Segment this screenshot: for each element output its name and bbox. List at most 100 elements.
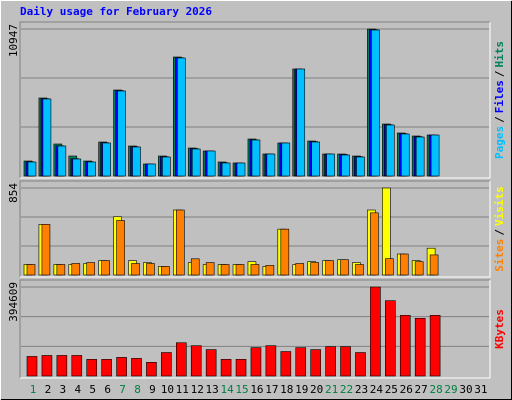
bar (56, 264, 66, 276)
x-tick-label: 29 (444, 383, 457, 396)
x-tick-label: 5 (89, 383, 96, 396)
bar (325, 260, 334, 276)
bar (205, 262, 215, 276)
bar (146, 362, 157, 377)
bar (265, 265, 275, 276)
bar (117, 90, 126, 177)
bar (340, 259, 349, 276)
x-tick-label: 27 (415, 383, 428, 396)
x-tick-label: 23 (355, 383, 368, 396)
bar (280, 351, 292, 377)
y-tick-label: 10947 (7, 24, 20, 57)
bar (27, 161, 37, 177)
bar (385, 300, 396, 377)
bar (116, 220, 125, 276)
panel-edge (19, 180, 490, 277)
bar (295, 263, 305, 276)
bar (116, 357, 127, 377)
bar (41, 224, 51, 276)
bar (386, 124, 395, 177)
bar (102, 142, 111, 177)
bar (101, 359, 112, 377)
y-tick-label: 394609 (7, 282, 20, 322)
legend-separator: / (493, 70, 506, 77)
x-tick-label: 25 (385, 383, 398, 396)
x-tick-label: 24 (370, 383, 384, 396)
bar (162, 156, 171, 177)
bar (131, 358, 142, 377)
bar (235, 359, 247, 377)
x-tick-label: 1 (30, 383, 37, 396)
y-tick-label: 854 (7, 183, 20, 203)
bar (340, 346, 351, 377)
x-tick-label: 13 (206, 383, 219, 396)
bar (414, 318, 426, 377)
legend-entry: KBytes (493, 309, 506, 349)
bar (26, 264, 36, 276)
bar (341, 154, 350, 177)
bar (310, 262, 319, 276)
bar (101, 260, 110, 276)
bar (296, 68, 306, 177)
bar (26, 356, 38, 377)
bar (399, 315, 411, 377)
bar (371, 29, 380, 177)
panel-edge (19, 279, 490, 378)
x-tick-label: 12 (191, 383, 204, 396)
x-tick-label: 26 (400, 383, 413, 396)
chart-title: Daily usage for February 2026 (20, 5, 212, 18)
bar (295, 347, 307, 377)
x-tick-label: 3 (60, 383, 67, 396)
bar (429, 315, 441, 377)
bar (429, 254, 439, 276)
legend-separator: / (493, 229, 506, 236)
legend-entry: Pages (493, 126, 506, 159)
x-tick-label: 7 (119, 383, 126, 396)
legend: KBytes (493, 309, 506, 349)
bar (221, 162, 231, 177)
x-tick-label: 2 (45, 383, 52, 396)
bar (251, 139, 261, 177)
x-tick-label: 14 (220, 383, 234, 396)
x-tick-label: 11 (176, 383, 189, 396)
bar (414, 261, 424, 276)
legend: Sites / Visits (493, 186, 506, 272)
bar (280, 228, 290, 276)
bar (415, 136, 425, 177)
bar (71, 263, 81, 276)
bar (190, 345, 202, 377)
bar (220, 264, 230, 276)
panel-edge (20, 280, 491, 379)
bar (250, 264, 260, 276)
bar (355, 352, 366, 377)
bar (177, 57, 186, 177)
x-tick-label: 20 (310, 383, 323, 396)
bar (41, 355, 53, 377)
x-tick-label: 21 (325, 383, 338, 396)
legend-entry: Sites (493, 239, 506, 272)
bar (176, 209, 185, 276)
bar (430, 134, 440, 177)
x-tick-label: 28 (429, 383, 442, 396)
bar (161, 266, 170, 276)
bar (190, 258, 200, 276)
legend-entry: Visits (493, 186, 506, 226)
bar (86, 262, 96, 276)
bar (161, 352, 172, 377)
bar (206, 150, 216, 177)
x-tick-label: 4 (74, 383, 81, 396)
bar (86, 359, 98, 377)
bar (399, 253, 409, 276)
panel-edge (20, 181, 491, 278)
x-tick-label: 16 (250, 383, 263, 396)
legend: Pages / Files / Hits (493, 41, 506, 159)
bar (370, 212, 379, 276)
x-tick-label: 31 (474, 383, 487, 396)
bar (131, 263, 140, 276)
bar (385, 258, 394, 276)
x-tick-label: 6 (104, 383, 111, 396)
x-tick-label: 19 (295, 383, 308, 396)
panel-edge (19, 21, 490, 178)
